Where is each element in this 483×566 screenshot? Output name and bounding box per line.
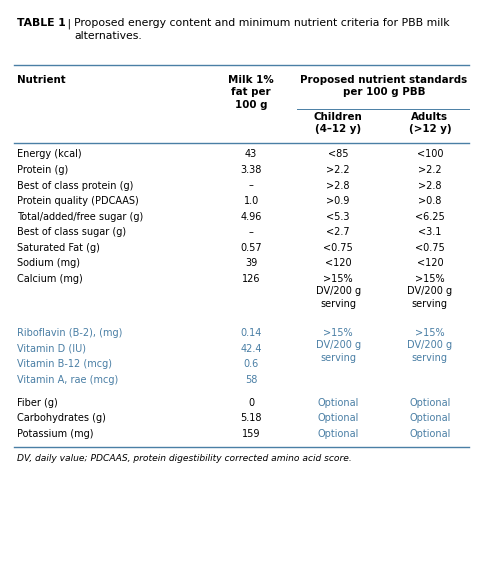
Text: Proposed nutrient standards
per 100 g PBB: Proposed nutrient standards per 100 g PB… [300,75,468,97]
Text: 0.14: 0.14 [241,328,262,338]
Text: <120: <120 [325,258,352,268]
Text: 159: 159 [242,429,260,439]
Text: Vitamin B-12 (mcg): Vitamin B-12 (mcg) [17,359,112,369]
Text: 0.6: 0.6 [243,359,259,369]
Text: 42.4: 42.4 [241,344,262,354]
Text: Total/added/free sugar (g): Total/added/free sugar (g) [17,212,143,222]
Text: 3.38: 3.38 [241,165,262,175]
Text: <5.3: <5.3 [327,212,350,222]
Text: <0.75: <0.75 [415,243,445,253]
Text: >15%
DV/200 g
serving: >15% DV/200 g serving [315,274,361,308]
Text: <2.7: <2.7 [327,227,350,237]
Text: 126: 126 [242,274,260,284]
Text: 1.0: 1.0 [243,196,259,206]
Text: <0.75: <0.75 [323,243,353,253]
Text: >15%
DV/200 g
serving: >15% DV/200 g serving [407,328,453,363]
Text: <120: <120 [416,258,443,268]
Text: Milk 1%
fat per
100 g: Milk 1% fat per 100 g [228,75,274,109]
Text: Optional: Optional [317,429,359,439]
Text: 39: 39 [245,258,257,268]
Text: Adults
(>12 y): Adults (>12 y) [409,112,451,134]
Text: <85: <85 [328,149,348,160]
Text: Riboflavin (B-2), (mg): Riboflavin (B-2), (mg) [17,328,122,338]
Text: Carbohydrates (g): Carbohydrates (g) [17,413,106,423]
Text: Sodium (mg): Sodium (mg) [17,258,80,268]
Text: Optional: Optional [409,429,451,439]
Text: Optional: Optional [409,413,451,423]
Text: Saturated Fat (g): Saturated Fat (g) [17,243,100,253]
Text: >0.8: >0.8 [418,196,441,206]
Text: >15%
DV/200 g
serving: >15% DV/200 g serving [315,328,361,363]
Text: 4.96: 4.96 [241,212,262,222]
Text: Protein (g): Protein (g) [17,165,68,175]
Text: Nutrient: Nutrient [17,75,66,85]
Text: 58: 58 [245,375,257,385]
Text: Best of class protein (g): Best of class protein (g) [17,181,133,191]
Text: 5.18: 5.18 [241,413,262,423]
Text: >15%
DV/200 g
serving: >15% DV/200 g serving [407,274,453,308]
Text: Best of class sugar (g): Best of class sugar (g) [17,227,126,237]
Text: DV, daily value; PDCAAS, protein digestibility corrected amino acid score.: DV, daily value; PDCAAS, protein digesti… [17,454,352,464]
Text: Optional: Optional [317,413,359,423]
Text: Vitamin D (IU): Vitamin D (IU) [17,344,86,354]
Text: Fiber (g): Fiber (g) [17,397,57,408]
Text: Calcium (mg): Calcium (mg) [17,274,83,284]
Text: |: | [64,18,74,29]
Text: 0.57: 0.57 [241,243,262,253]
Text: Potassium (mg): Potassium (mg) [17,429,93,439]
Text: >2.8: >2.8 [418,181,441,191]
Text: Energy (kcal): Energy (kcal) [17,149,82,160]
Text: <3.1: <3.1 [418,227,441,237]
Text: Optional: Optional [409,397,451,408]
Text: 0: 0 [248,397,254,408]
Text: Children
(4–12 y): Children (4–12 y) [314,112,362,134]
Text: >2.8: >2.8 [327,181,350,191]
Text: –: – [249,181,254,191]
Text: <6.25: <6.25 [415,212,445,222]
Text: >2.2: >2.2 [327,165,350,175]
Text: Proposed energy content and minimum nutrient criteria for PBB milk
alternatives.: Proposed energy content and minimum nutr… [74,18,450,41]
Text: –: – [249,227,254,237]
Text: Vitamin A, rae (mcg): Vitamin A, rae (mcg) [17,375,118,385]
Text: <100: <100 [417,149,443,160]
Text: 43: 43 [245,149,257,160]
Text: TABLE 1: TABLE 1 [17,18,66,28]
Text: >0.9: >0.9 [327,196,350,206]
Text: Optional: Optional [317,397,359,408]
Text: Protein quality (PDCAAS): Protein quality (PDCAAS) [17,196,139,206]
Text: >2.2: >2.2 [418,165,441,175]
